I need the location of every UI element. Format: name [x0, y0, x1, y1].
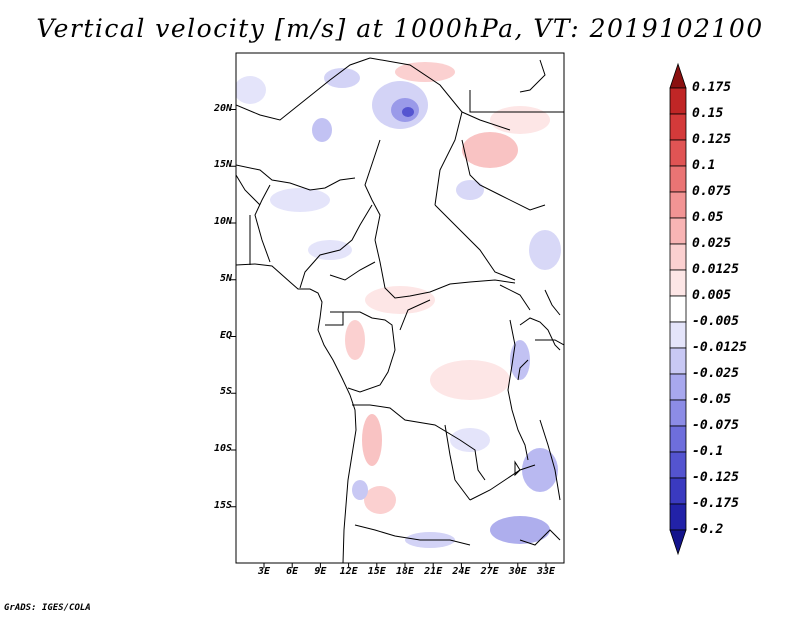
map-frame — [235, 52, 565, 564]
lon-label: 27E — [480, 566, 499, 577]
colorbar-cell — [669, 191, 687, 219]
colorbar-label: -0.05 — [692, 392, 732, 407]
colorbar-label: -0.2 — [692, 522, 724, 537]
colorbar-cell — [669, 477, 687, 505]
colorbar-label: 0.025 — [692, 236, 732, 251]
colorbar — [669, 62, 687, 556]
lat-label: 15N — [213, 159, 232, 171]
lon-label: 15E — [367, 566, 386, 577]
colorbar-cell — [669, 139, 687, 167]
colorbar-cell — [669, 399, 687, 427]
lat-label: 20N — [213, 102, 232, 114]
lon-label: 33E — [536, 566, 556, 577]
lon-label: 30E — [508, 566, 527, 577]
lon-label: 24E — [452, 566, 471, 577]
colorbar-cell — [669, 269, 687, 297]
colorbar-label: 0.005 — [692, 288, 732, 303]
colorbar-label: -0.1 — [692, 444, 724, 459]
colorbar-label: -0.025 — [692, 366, 739, 381]
colorbar-top-triangle — [669, 62, 687, 89]
colorbar-label: 0.1 — [692, 158, 716, 173]
colorbar-label: 0.175 — [692, 80, 732, 95]
lon-label: 3E — [257, 566, 271, 577]
colorbar-label: -0.0125 — [692, 340, 747, 355]
velocity-field — [236, 62, 561, 548]
lat-label: 10N — [213, 216, 232, 227]
colorbar-cell — [669, 113, 687, 141]
colorbar-bottom-triangle — [669, 529, 687, 556]
colorbar-label: 0.05 — [692, 210, 724, 225]
lon-label: 9E — [314, 566, 327, 577]
colorbar-cell — [669, 87, 687, 115]
colorbar-label: 0.125 — [692, 132, 732, 147]
colorbar-cell — [669, 243, 687, 271]
colorbar-cell — [669, 295, 687, 323]
lat-label: 5N — [219, 272, 232, 284]
colorbar-cell — [669, 451, 687, 479]
chart-title: Vertical velocity [m/s] at 1000hPa, VT: … — [36, 14, 764, 43]
colorbar-cell — [669, 503, 687, 531]
lon-label: 12E — [339, 566, 358, 577]
colorbar-cell — [669, 373, 687, 401]
colorbar-label: 0.075 — [692, 184, 732, 199]
colorbar-label: -0.075 — [692, 418, 739, 433]
lat-label: EQ — [219, 329, 232, 341]
colorbar-cell — [669, 321, 687, 349]
colorbar-label: -0.175 — [692, 496, 739, 511]
colorbar-cell — [669, 217, 687, 245]
lon-label: 6E — [286, 566, 299, 577]
lat-label: 10S — [213, 443, 232, 454]
colorbar-label: 0.15 — [692, 106, 724, 121]
colorbar-cell — [669, 165, 687, 193]
lon-label: 21E — [424, 566, 443, 577]
coastlines-borders — [236, 57, 564, 563]
lon-label: 18E — [395, 566, 415, 577]
lat-label: 5S — [219, 386, 232, 398]
colorbar-label: -0.005 — [692, 314, 739, 329]
lat-label: 15S — [213, 499, 232, 511]
colorbar-cell — [669, 347, 687, 375]
colorbar-cell — [669, 425, 687, 453]
colorbar-label: 0.0125 — [692, 262, 739, 277]
colorbar-label: -0.125 — [692, 470, 739, 485]
grads-credit: GrADS: IGES/COLA — [4, 603, 91, 613]
